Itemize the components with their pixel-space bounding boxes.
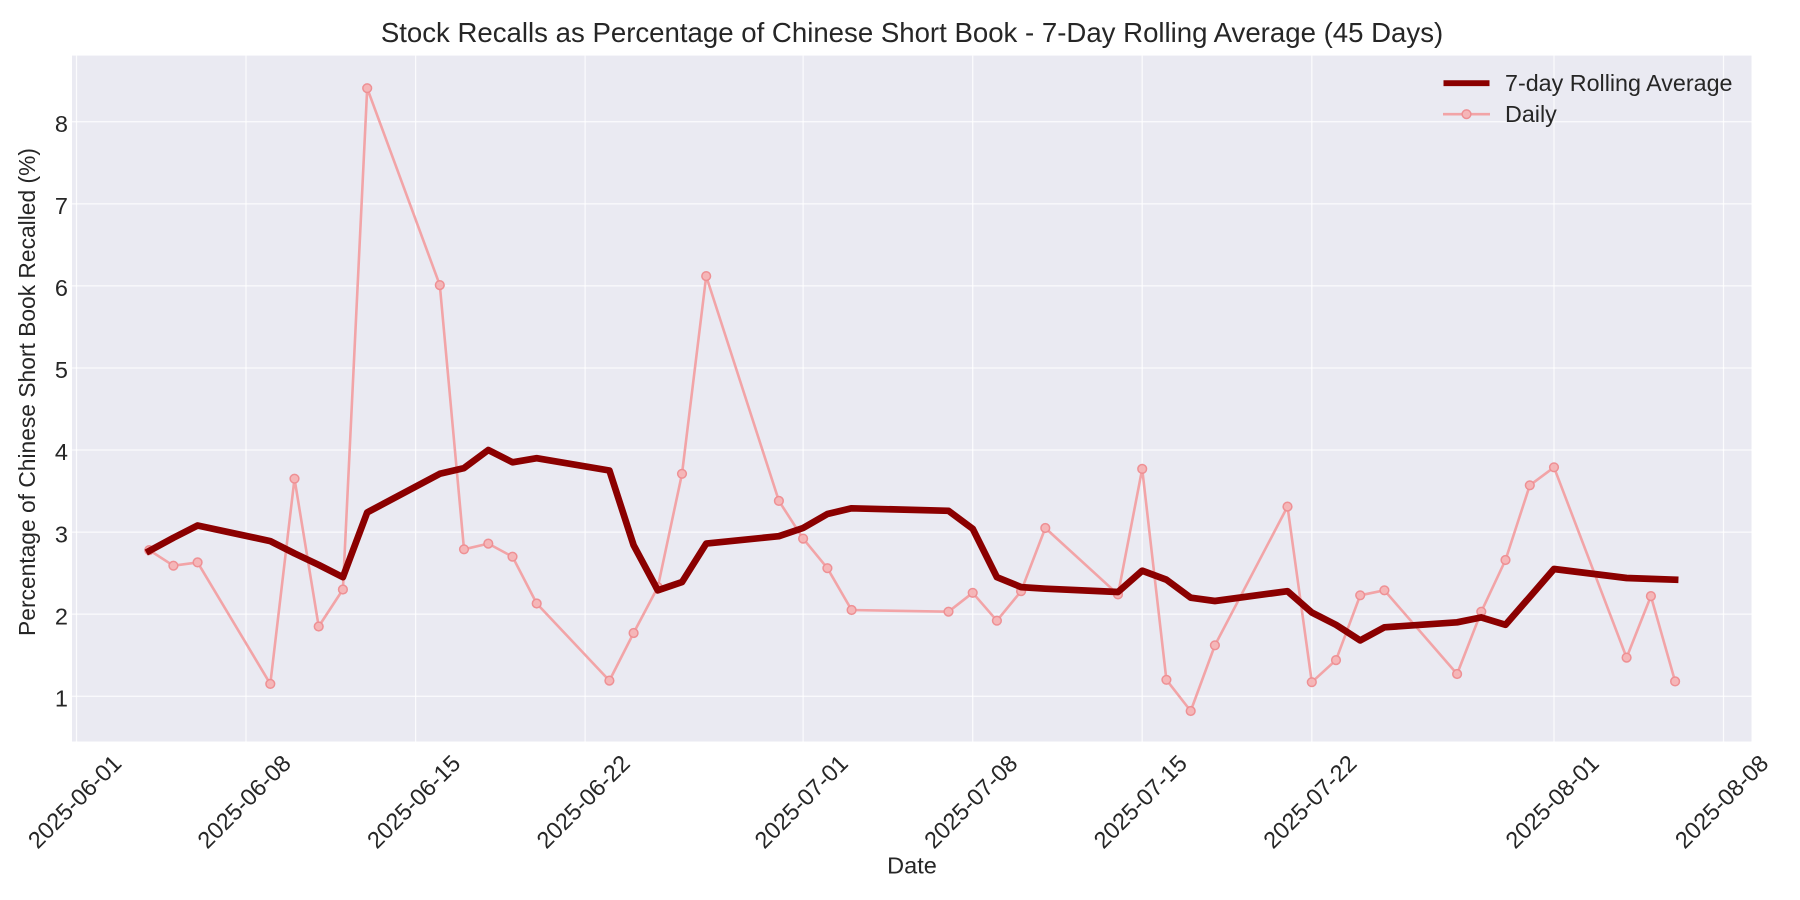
svg-text:3: 3: [55, 521, 68, 547]
svg-text:4: 4: [55, 439, 68, 465]
svg-text:2: 2: [55, 603, 68, 629]
svg-text:6: 6: [55, 275, 68, 301]
svg-text:5: 5: [55, 357, 68, 383]
svg-text:8: 8: [55, 111, 68, 137]
svg-text:Date: Date: [887, 853, 937, 879]
svg-text:1: 1: [55, 685, 68, 711]
svg-text:7: 7: [55, 193, 68, 219]
svg-text:7-day Rolling Average: 7-day Rolling Average: [1505, 70, 1733, 96]
svg-text:Daily: Daily: [1505, 101, 1557, 127]
svg-text:Stock Recalls as Percentage of: Stock Recalls as Percentage of Chinese S…: [381, 17, 1443, 48]
svg-text:Percentage of Chinese Short Bo: Percentage of Chinese Short Book Recalle…: [14, 148, 40, 636]
